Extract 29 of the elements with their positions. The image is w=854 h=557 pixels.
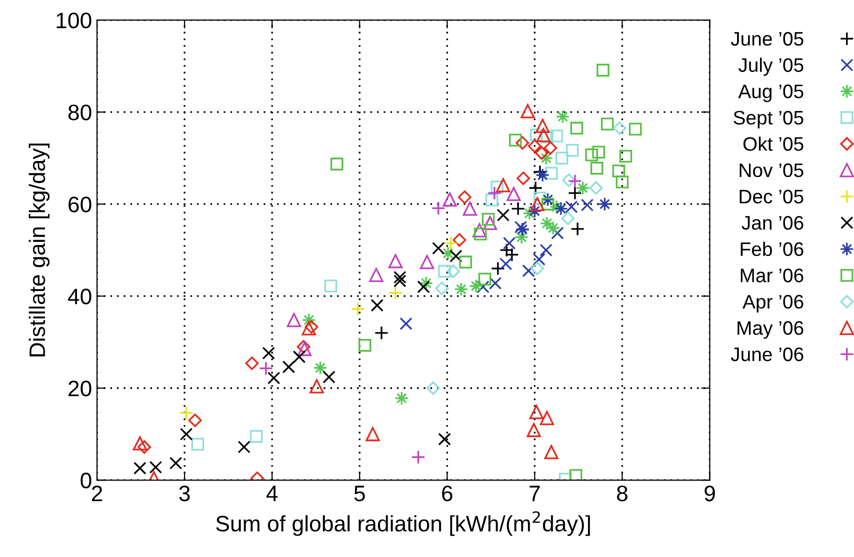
x-tick-label: 2 (92, 486, 102, 502)
y-tick-label: 60 (68, 196, 92, 212)
x-tick-label: 7 (530, 486, 540, 502)
y-tick-label: 40 (68, 288, 92, 304)
y-tick-label: 0 (80, 472, 92, 488)
legend-label: Dec ’05 (740, 190, 804, 204)
legend-label: Nov ’05 (740, 163, 804, 178)
legend-label: July ’05 (738, 58, 804, 76)
x-tick-label: 9 (704, 486, 715, 502)
legend-label: Okt ’05 (743, 136, 804, 151)
x-tick-label: 5 (354, 486, 365, 502)
y-axis-title: Distillate gain [kg/day] (28, 144, 50, 356)
legend-label: June ’05 (730, 32, 804, 46)
legend-label: May ’06 (738, 321, 804, 339)
y-tick-label: 80 (68, 104, 92, 120)
legend-label: Sept ’05 (734, 110, 804, 128)
legend-label: Aug ’05 (738, 84, 804, 102)
x-tick-label: 6 (442, 486, 452, 502)
y-tick-label: 100 (56, 12, 92, 28)
y-tick-label: 20 (68, 380, 92, 396)
x-tick-label: 8 (617, 486, 628, 502)
legend-label: Apr ’06 (742, 294, 804, 312)
x-axis-title: Sum of global radiation [kWh/(m$^{2}$day)] (216, 511, 590, 536)
legend-label: June ’06 (730, 347, 804, 362)
x-tick-label: 4 (266, 486, 278, 502)
legend-label: Mar ’06 (740, 268, 804, 282)
x-tick-label: 3 (179, 486, 190, 502)
legend-label: Jan ’06 (742, 216, 804, 230)
legend-label: Feb ’06 (740, 242, 804, 256)
